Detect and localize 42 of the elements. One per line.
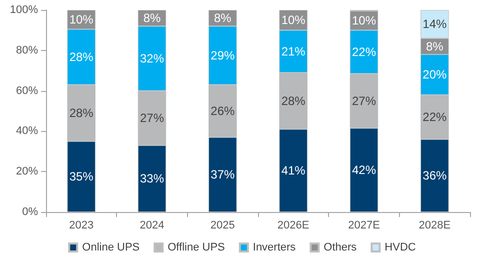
x-tick-label: 2024 [140, 220, 164, 232]
data-label: 27% [352, 94, 376, 108]
data-label: 41% [281, 164, 306, 178]
x-tick-label: 2026E [277, 220, 310, 232]
data-label: 10% [352, 14, 376, 28]
y-tick-label: 40% [16, 125, 38, 138]
data-label: 8% [426, 39, 444, 54]
data-label: 36% [422, 168, 447, 183]
y-tick-label: 20% [16, 166, 38, 178]
data-label: 28% [69, 106, 94, 120]
data-label: 28% [69, 50, 94, 64]
data-label: 37% [210, 168, 235, 182]
data-label: 32% [140, 51, 164, 66]
data-label: 10% [281, 13, 306, 28]
y-tick-label: 0% [22, 206, 38, 218]
legend-label: Online UPS [82, 242, 140, 254]
data-label: 10% [69, 12, 94, 27]
legend-label: Inverters [252, 242, 296, 254]
data-label: 33% [140, 172, 164, 186]
x-tick-label: 2028E [418, 220, 451, 232]
y-tick-label: 100% [10, 4, 38, 16]
x-tick-label: 2025 [210, 220, 235, 232]
y-tick-label: 60% [16, 84, 38, 97]
data-label: 20% [422, 68, 447, 82]
data-label: 27% [140, 111, 164, 126]
data-label: 21% [281, 44, 306, 58]
data-label: 42% [352, 163, 376, 178]
legend-label: Offline UPS [168, 242, 225, 254]
data-label: 8% [143, 11, 161, 26]
x-tick-label: 2023 [69, 220, 94, 232]
data-label: 35% [69, 170, 94, 184]
legend-label: HVDC [384, 242, 416, 254]
x-tick-label: 2027E [348, 220, 380, 232]
legend-label: Others [324, 242, 358, 254]
data-label: 8% [214, 11, 232, 26]
data-label: 28% [281, 94, 306, 108]
data-label: 29% [210, 48, 235, 62]
data-label: 22% [352, 44, 376, 59]
data-label: 26% [210, 104, 235, 118]
data-label: 22% [422, 110, 447, 124]
data-label: 14% [422, 17, 447, 32]
y-tick-label: 80% [16, 44, 38, 56]
